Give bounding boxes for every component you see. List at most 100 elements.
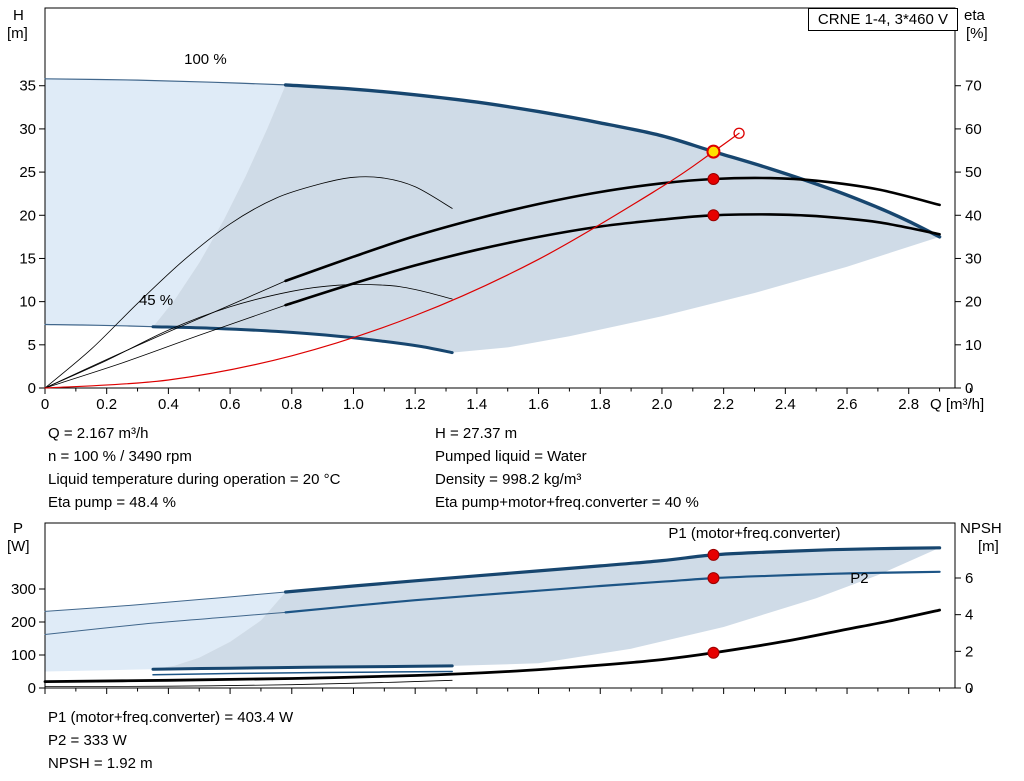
eta-pump-duty-dot [707,173,720,185]
result-p1: P1 (motor+freq.converter) = 403.4 W [48,709,294,726]
power-envelope-light [45,592,286,672]
result-eta-pump: Eta pump = 48.4 % [48,494,176,511]
y-left-tick-label: 25 [19,164,36,181]
y-left-tick-label: 300 [11,581,36,598]
y-right-axis-title-2: [%] [966,25,988,42]
x-tick-label: 0.2 [96,396,117,413]
result-liquid-temperature: Liquid temperature during operation = 20… [48,471,341,488]
y-left-tick-label: 0 [28,680,36,697]
p2-45 [152,670,453,676]
result-p2: P2 = 333 W [48,732,127,749]
pump-model-badge: CRNE 1-4, 3*460 V [807,8,958,31]
y-left-tick-label: 100 [11,647,36,664]
eta-total-duty-dot [707,209,720,222]
eta-total-100 [284,213,941,307]
h-q-chart: 0 5 10 15 20 25 30 35 0 10 20 30 40 50 60 70 0 0.2 0.4 0.6 0… [7,7,988,413]
p1-100-lead [44,591,287,612]
y-left-tick-label: 200 [11,614,36,631]
eta-pump-45 [44,176,453,389]
result-flow: Q = 2.167 m³/h [48,425,149,442]
speed-label-100: 100 % [184,51,227,68]
y-left-axis-title-1: H [13,7,24,24]
y-right-tick-label: 20 [965,294,982,311]
result-npsh: NPSH = 1.92 m [48,755,153,772]
eta-pump-100-lead [44,280,286,389]
y-right-axis-title-2: [m] [978,538,999,555]
y-left-tick-label: 10 [19,294,36,311]
system-curve-end-circle [733,127,745,139]
result-head: H = 27.37 m [435,425,518,442]
chart-p-frame [44,522,956,689]
duty-results-right-column: H = 27.37 m Pumped liquid = Water Densit… [435,422,699,514]
y-right-axis-title-1: eta [964,7,986,24]
p2-curve-label: P2 [850,570,868,587]
operating-envelope-main [153,84,940,353]
eta-total-100-lead [44,304,286,389]
x-tick-label: 0.4 [158,396,179,413]
duty-point [706,144,721,159]
result-speed: n = 100 % / 3490 rpm [48,448,192,465]
y-right-axis-title-1: NPSH [960,520,1002,537]
x-tick-label: 0.8 [281,396,302,413]
eta-pump-100 [284,176,941,283]
y-right-tick-label: 2 [965,643,973,660]
y-right-tick-label: 70 [965,78,982,95]
x-tick-label: 2.0 [652,396,673,413]
y-left-axis-title-2: [m] [7,25,28,42]
x-tick-label: 2.8 [898,396,919,413]
y-right-tick-label: 10 [965,337,982,354]
x-axis-title: Q [m³/h] [930,396,984,413]
x-tick-label: 1.6 [528,396,549,413]
npsh-100 [43,608,941,683]
y-right-tick-label: 0 [965,680,973,697]
x-tick-label: 2.4 [775,396,796,413]
x-tick-label: 2.6 [837,396,858,413]
y-left-tick-label: 20 [19,207,36,224]
operating-envelope-light [45,78,286,327]
npsh-45 [44,679,453,687]
y-right-tick-label: 40 [965,207,982,224]
pump-curve-100 [283,83,942,239]
power-results: P1 (motor+freq.converter) = 403.4 W P2 =… [48,706,293,775]
y-right-tick-label: 4 [965,607,973,624]
y-right-tick-label: 6 [965,570,973,587]
y-left-axis-title-1: P [13,520,23,537]
y-right-tick-label: 50 [965,164,982,181]
p1-duty-dot [707,548,720,561]
y-left-tick-label: 0 [28,380,36,397]
p2-100-lead [44,611,287,635]
result-pumped-liquid: Pumped liquid = Water [435,448,587,465]
y-right-tick-label: 30 [965,250,982,267]
duty-results-left-column: Q = 2.167 m³/h n = 100 % / 3490 rpm Liqu… [48,422,435,514]
y-left-tick-label: 35 [19,78,36,95]
power-envelope-main [153,547,940,670]
x-tick-label: 2.2 [713,396,734,413]
p2-100 [284,570,941,614]
result-eta-total: Eta pump+motor+freq.converter = 40 % [435,494,699,511]
system-curve [44,132,740,389]
p1-100 [284,546,942,594]
x-tick-label: 1.4 [466,396,487,413]
chart-h-frame [44,7,956,389]
y-left-tick-label: 30 [19,121,36,138]
x-tick-label: 0.6 [220,396,241,413]
pump-curve-45 [151,325,454,355]
y-left-axis-title-2: [W] [7,538,30,555]
npsh-duty-dot [707,646,720,659]
speed-label-45: 45 % [139,292,173,309]
x-tick-label: 1.8 [590,396,611,413]
p-npsh-chart: 0 100 200 300 0 2 4 6 P1 (motor+freq.converter) P… [7,520,1002,697]
x-tick-label: 1.0 [343,396,364,413]
duty-results: Q = 2.167 m³/h n = 100 % / 3490 rpm Liqu… [48,422,699,514]
pump-curve-100-lead [44,78,287,86]
x-tick-label: 0 [41,396,49,413]
y-right-tick-label: 60 [965,121,982,138]
pump-curve-45-lead [44,323,154,328]
eta-total-45 [44,284,453,389]
y-left-tick-label: 5 [28,337,36,354]
p1-curve-label: P1 (motor+freq.converter) [668,525,840,542]
p2-duty-dot [707,572,720,585]
y-left-tick-label: 15 [19,250,36,267]
p1-45 [151,664,454,671]
